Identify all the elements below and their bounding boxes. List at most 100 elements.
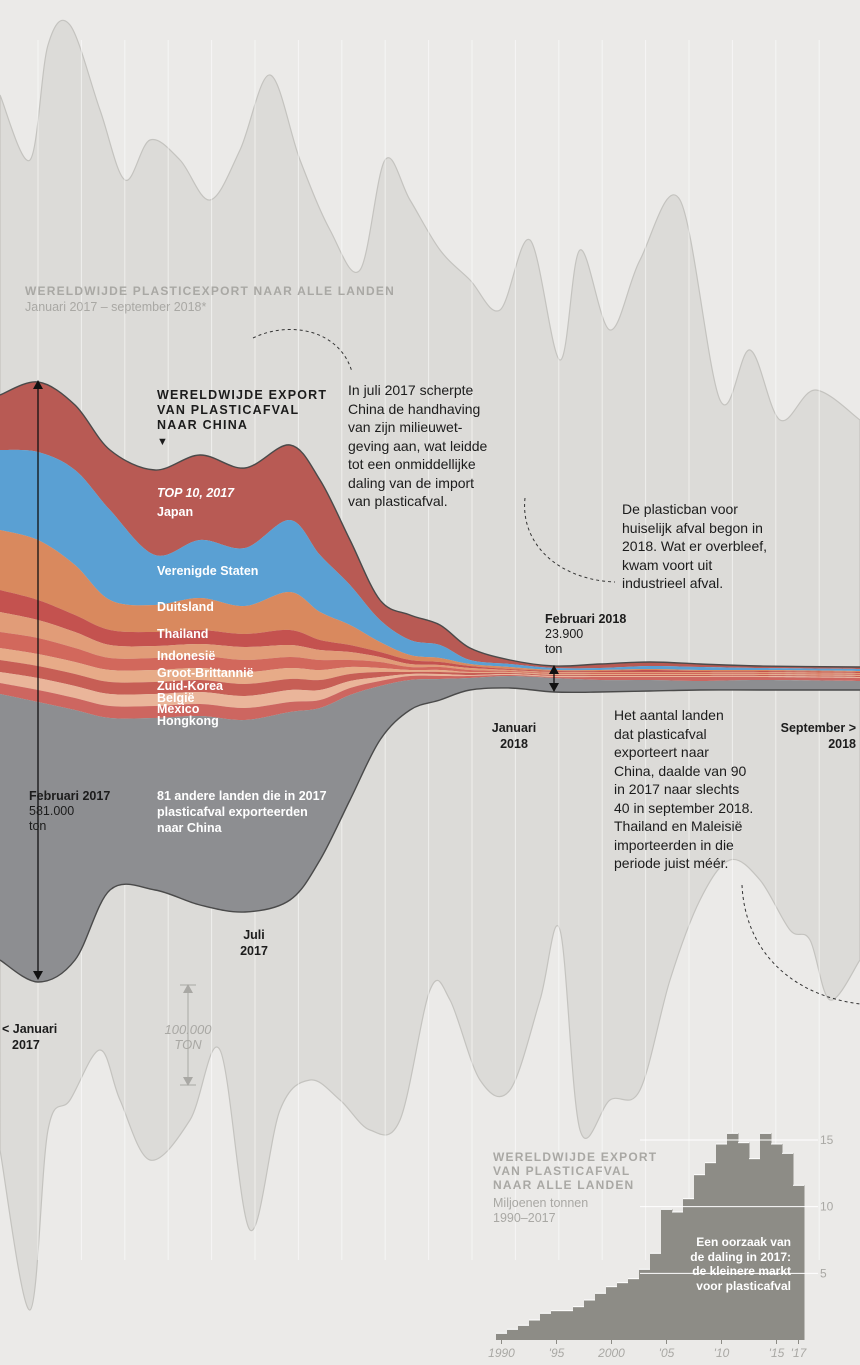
china-stream-outline-top (0, 381, 860, 668)
note-line: China de handhaving (348, 400, 481, 417)
note-line: China, daalde van 90 (614, 762, 747, 779)
china-stream-outline-bottom (0, 687, 860, 983)
time-label-line: 2018 (828, 737, 856, 751)
china-band-other-countries (0, 676, 860, 982)
inset-bar (727, 1133, 739, 1340)
country-label-germany: Duitsland (157, 600, 214, 614)
inset-ytick-label: 10 (820, 1200, 834, 1214)
inset-title: WERELDWIJDE EXPORT VAN PLASTICAFVAL NAAR… (493, 1150, 657, 1192)
country-label-hongkong: Hongkong (157, 714, 219, 728)
inset-xtick-label: '17 (791, 1346, 808, 1360)
china-export-stream (0, 381, 860, 983)
scale-value: 100.000 (164, 1022, 212, 1037)
note-line: Thailand en Maleisië (614, 818, 743, 834)
inset-ytick-label: 5 (820, 1266, 827, 1280)
note-line: Het aantal landen (614, 707, 724, 723)
inset-title-line: VAN PLASTICAFVAL (493, 1164, 631, 1178)
inset-bar (661, 1209, 673, 1340)
time-label-line: 2017 (12, 1038, 40, 1052)
scale-unit: TON (174, 1037, 202, 1052)
country-label-south-korea: Zuid-Korea (157, 679, 223, 693)
country-label-usa: Verenigde Staten (157, 564, 259, 578)
note-line: kwam voort uit (622, 556, 713, 573)
inset-xtick-label: '05 (659, 1346, 675, 1360)
china-band-mexico (0, 672, 860, 709)
note-line: periode juist méér. (614, 855, 729, 871)
time-label-line: September > (780, 721, 856, 735)
world-stream-subtitle: Januari 2017 – september 2018* (25, 300, 207, 314)
leader-line-ban (524, 497, 616, 583)
down-arrow-icon: ▼ (157, 436, 170, 448)
other-label-line: naar China (157, 821, 222, 835)
note-line: De plasticban voor (622, 501, 738, 517)
inset-ytick-label: 15 (820, 1133, 834, 1147)
note-july-2017: In juli 2017 scherpte China de handhavin… (348, 381, 487, 511)
feb2017-label: Februari 2017 (29, 789, 111, 803)
inset-title-line: NAAR ALLE LANDEN (493, 1178, 635, 1192)
feb2017-unit: ton (29, 819, 47, 833)
inset-bar (518, 1325, 530, 1340)
leader-line-july (252, 328, 353, 373)
note-line: huiselijk afval begon in (622, 519, 763, 536)
feb2018-unit: ton (545, 642, 563, 656)
time-label-jan2018: Januari 2018 (486, 720, 542, 752)
note-line: importeerden in die (614, 836, 734, 853)
note-line: tot een onmiddellijke (348, 456, 476, 472)
feb2017-range-arrow-head-up (33, 380, 43, 389)
feb2018-value: 23.900 (545, 627, 584, 641)
note-line: van plasticafval. (348, 493, 448, 509)
inset-bar (650, 1253, 662, 1340)
time-label-line: Juli (243, 928, 265, 942)
inset-bar (584, 1300, 596, 1340)
feb2018-annotation: Februari 2018 23.900 ton (545, 612, 626, 657)
inset-note-line: voor plasticafval (696, 1278, 791, 1293)
china-band-japan (0, 381, 860, 669)
note-countries: Het aantal landen dat plasticafval expor… (614, 706, 753, 873)
country-label-japan: Japan (157, 505, 194, 519)
inset-bar (507, 1329, 519, 1340)
feb2018-range-arrow-head-up (549, 665, 559, 674)
country-label-thailand: Thailand (157, 627, 209, 641)
china-title-line: VAN PLASTICAFVAL (157, 403, 300, 417)
feb2017-annotation: Februari 2017 581.000 ton (29, 789, 110, 834)
note-line: 40 in september 2018. (614, 799, 754, 816)
inset-bar (573, 1306, 585, 1340)
note-line: dat plasticafval (614, 725, 707, 742)
leader-line-countries (741, 884, 860, 1005)
china-band-thailand (0, 590, 860, 673)
inset-bar (683, 1198, 695, 1340)
other-label-line: 81 andere landen die in 2017 (157, 789, 327, 803)
inset-bar (595, 1293, 607, 1340)
inset-note: Een oorzaak van de daling in 2017: de kl… (655, 1235, 791, 1293)
country-label-mexico: Mexico (157, 702, 200, 716)
inset-bar (529, 1320, 541, 1340)
feb2017-range-arrow-head-down (33, 971, 43, 980)
inset-bar (496, 1333, 508, 1340)
other-countries-label: 81 andere landen die in 2017 plasticafva… (157, 788, 327, 836)
china-band-south-korea (0, 648, 860, 685)
note-line: In juli 2017 scherpte (348, 382, 474, 398)
inset-note-line: de daling in 2017: (690, 1249, 791, 1264)
inset-xtick-label: '95 (549, 1346, 565, 1360)
inset-bar (782, 1153, 794, 1340)
scale-bar-head-up (183, 984, 193, 993)
note-line: geving aan, wat leidde (348, 437, 488, 454)
note-line: daling van de import (348, 474, 475, 491)
note-line: 2018. Wat er overbleef, (622, 538, 768, 554)
feb2017-value: 581.000 (29, 804, 75, 818)
inset-xtick-label: 1990 (488, 1346, 515, 1360)
time-label-line: Januari (491, 721, 537, 735)
note-line: in 2017 naar slechts (614, 781, 740, 797)
inset-bar (639, 1269, 651, 1340)
inset-bar (793, 1185, 805, 1340)
inset-subtitle: Miljoenen tonnen 1990–2017 (493, 1196, 588, 1226)
china-band-usa (0, 449, 860, 671)
inset-bar (705, 1162, 717, 1340)
china-stream-title: WERELDWIJDE EXPORT VAN PLASTICAFVAL NAAR… (157, 388, 327, 450)
inset-unit: Miljoenen tonnen (493, 1196, 589, 1210)
top10-label: TOP 10, 2017 (157, 486, 235, 500)
feb2018-range-arrow-head-down (549, 683, 559, 692)
inset-period: 1990–2017 (493, 1211, 556, 1225)
inset-bar (628, 1278, 640, 1340)
